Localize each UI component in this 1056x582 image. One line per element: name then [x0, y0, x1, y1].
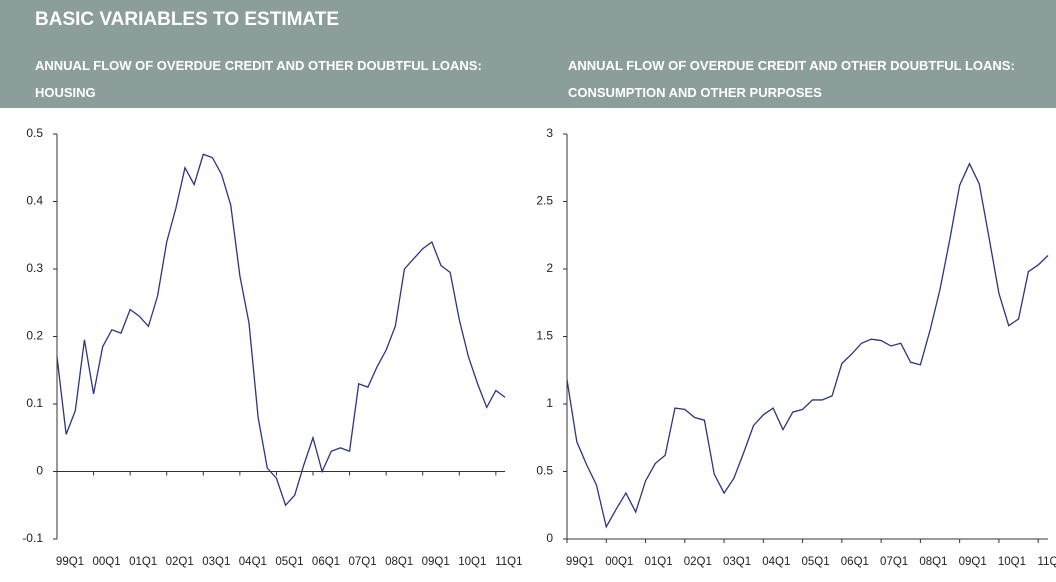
- y-tick-label: 0.2: [26, 329, 43, 343]
- x-tick-label: 10Q1: [998, 556, 1026, 568]
- y-tick-label: 0.3: [26, 261, 43, 275]
- y-tick-label: 0.5: [26, 126, 43, 140]
- y-tick-label: 3: [546, 126, 553, 140]
- y-tick-label: 0: [546, 531, 553, 545]
- data-line: [56, 153, 506, 507]
- page-title: BASIC VARIABLES TO ESTIMATE: [35, 9, 340, 30]
- x-tick-label: 01Q1: [644, 556, 672, 568]
- x-tick-label: 99Q1: [566, 556, 594, 568]
- x-tick-label: 03Q1: [723, 556, 751, 568]
- x-tick-label: 11Q1: [1038, 556, 1056, 568]
- header-band: BASIC VARIABLES TO ESTIMATE ANNUAL FLOW …: [0, 0, 1056, 108]
- x-tick-label: 07Q1: [880, 556, 908, 568]
- x-tick-label: 04Q1: [762, 556, 790, 568]
- x-tick-label: 05Q1: [802, 556, 830, 568]
- chart-subtitle: ANNUAL FLOW OF OVERDUE CREDIT AND OTHER …: [568, 58, 1015, 100]
- x-tick-label: 00Q1: [605, 556, 633, 568]
- y-tick-label: 0.4: [26, 194, 43, 208]
- x-tick-label: 00Q1: [93, 556, 121, 568]
- x-tick-label: 99Q1: [56, 556, 84, 568]
- y-tick-label: 2.5: [536, 194, 553, 208]
- x-tick-label: 01Q1: [129, 556, 157, 568]
- y-tick-label: 0.5: [536, 464, 553, 478]
- x-tick-label: 05Q1: [275, 556, 303, 568]
- x-tick-label: 08Q1: [919, 556, 947, 568]
- x-tick-label: 02Q1: [684, 556, 712, 568]
- x-tick-label: 06Q1: [312, 556, 340, 568]
- y-tick-label: 0: [36, 464, 43, 478]
- y-tick-label: 1: [546, 396, 553, 410]
- x-tick-label: 09Q1: [959, 556, 987, 568]
- data-line: [566, 162, 1049, 529]
- y-tick-label: -0.1: [22, 531, 43, 545]
- y-tick-label: 2: [546, 261, 553, 275]
- x-tick-label: 07Q1: [349, 556, 377, 568]
- y-tick-label: 0.1: [26, 396, 43, 410]
- x-tick-label: 06Q1: [841, 556, 869, 568]
- chart-subtitle: ANNUAL FLOW OF OVERDUE CREDIT AND OTHER …: [35, 58, 482, 100]
- x-tick-label: 03Q1: [202, 556, 230, 568]
- x-tick-label: 11Q1: [495, 556, 522, 568]
- y-tick-label: 1.5: [536, 329, 553, 343]
- x-tick-label: 09Q1: [422, 556, 450, 568]
- x-tick-label: 04Q1: [239, 556, 267, 568]
- x-tick-label: 08Q1: [385, 556, 413, 568]
- x-tick-label: 10Q1: [458, 556, 486, 568]
- x-tick-label: 02Q1: [166, 556, 194, 568]
